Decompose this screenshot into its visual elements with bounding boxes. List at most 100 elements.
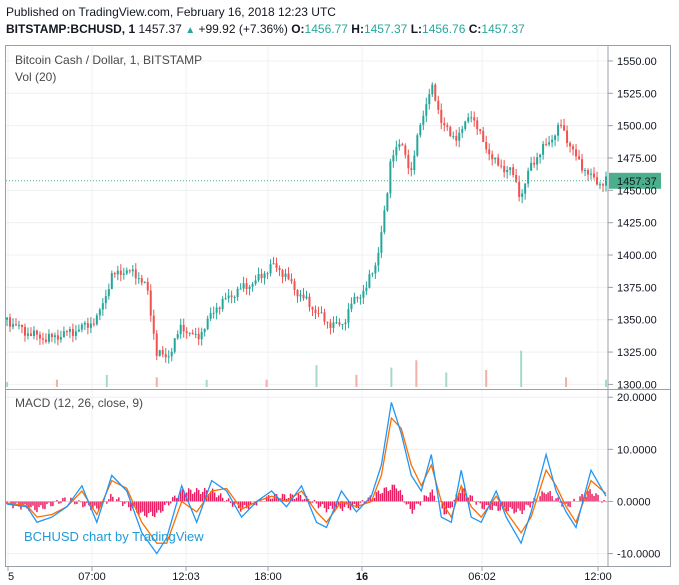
candle-body: [20, 324, 23, 327]
macd-histogram-bar: [531, 501, 533, 504]
macd-histogram-bar: [28, 501, 30, 511]
macd-histogram-bar: [317, 501, 320, 509]
macd-histogram-bar: [319, 501, 322, 507]
macd-histogram-bar: [271, 498, 274, 502]
candle-body: [383, 210, 386, 233]
published-line: Published on TradingView.com, February 1…: [6, 5, 336, 19]
macd-histogram-bar: [555, 498, 557, 502]
price-candles: [6, 82, 607, 364]
candle-body: [347, 309, 350, 323]
macd-histogram-bar: [595, 493, 597, 502]
macd-histogram-bar: [74, 501, 76, 505]
volume-legend: Vol (20): [15, 70, 56, 84]
macd-histogram-bar: [597, 494, 599, 502]
chart-canvas[interactable]: 1457.37 1550.00 1525.00 1500.00 1475.00 1450…: [0, 40, 679, 585]
candle-body: [260, 274, 263, 279]
candle-body: [152, 315, 155, 334]
macd-histogram-bar: [339, 501, 342, 509]
candle-body: [56, 335, 59, 340]
candle-body: [185, 331, 188, 333]
macd-tick-label: 10.0000: [617, 444, 657, 456]
price-pane-title: Bitcoin Cash / Dollar, 1, BITSTAMP: [15, 53, 202, 67]
candle-body: [203, 329, 206, 333]
macd-histogram-bar: [301, 499, 304, 502]
macd-histogram-bar: [539, 496, 541, 502]
candle-body: [122, 273, 125, 275]
macd-histogram-bar: [6, 501, 8, 505]
macd-histogram-bar: [559, 501, 561, 503]
macd-histogram-bar: [603, 499, 605, 502]
volume-bar: [315, 365, 318, 387]
close-value: 1457.37: [481, 22, 525, 36]
candle-body: [452, 136, 455, 138]
macd-histogram-bar: [201, 491, 204, 502]
candle-body: [449, 126, 452, 137]
macd-histogram-bar: [157, 501, 160, 511]
candle-body: [191, 332, 194, 335]
candle-body: [227, 295, 230, 299]
candle-body: [368, 274, 371, 288]
macd-histogram-bar: [567, 501, 569, 507]
candle-body: [197, 333, 200, 340]
macd-histogram-bar: [445, 501, 448, 515]
macd-histogram-bar: [40, 501, 42, 506]
macd-histogram-bar: [64, 497, 66, 502]
macd-histogram-bar: [34, 501, 36, 511]
macd-histogram-bar: [293, 498, 296, 502]
macd-histogram-bar: [585, 496, 587, 502]
macd-histogram-bar: [395, 488, 398, 502]
candle-body: [389, 161, 392, 194]
macd-histogram-bar: [285, 498, 288, 502]
volume-bar: [445, 372, 448, 387]
macd-histogram-bar: [223, 501, 226, 503]
macd-histogram-bar: [423, 495, 426, 502]
macd-histogram-bar: [44, 501, 46, 510]
candle-body: [179, 324, 182, 335]
candle-body: [83, 322, 86, 325]
macd-histogram-bar: [227, 498, 230, 502]
macd-histogram-bar: [167, 501, 170, 506]
price-tick-label: 1350.00: [617, 315, 657, 327]
macd-histogram-bar: [465, 494, 467, 502]
tradingview-watermark[interactable]: BCHUSD chart by TradingView: [24, 529, 204, 544]
macd-histogram-bar: [579, 496, 581, 502]
candle-body: [485, 141, 488, 150]
candle-body: [44, 339, 47, 342]
macd-histogram-bar: [387, 490, 390, 502]
candle-body: [8, 317, 11, 327]
candle-body: [290, 279, 293, 282]
candle-body: [29, 333, 32, 336]
volume-bar: [415, 360, 418, 387]
macd-histogram-bar: [106, 501, 108, 504]
macd-histogram-bar: [297, 493, 300, 502]
candle-body: [137, 278, 140, 280]
candle-body: [584, 170, 587, 172]
candle-body: [443, 122, 446, 126]
macd-histogram-bar: [493, 501, 495, 506]
candle-body: [239, 288, 242, 290]
macd-histogram-bar: [525, 501, 527, 505]
candle-body: [38, 334, 41, 339]
candle-body: [392, 155, 395, 162]
macd-histogram-bar: [569, 501, 571, 508]
candle-body: [242, 283, 245, 289]
macd-histogram-bar: [130, 501, 132, 511]
candle-body: [311, 306, 314, 310]
macd-histogram-bar: [183, 493, 186, 502]
macd-histogram-bar: [82, 501, 84, 508]
candle-body: [365, 287, 368, 291]
candle-body: [440, 109, 443, 123]
candle-body: [26, 333, 29, 336]
candle-body: [254, 280, 257, 284]
macd-histogram-bar: [589, 489, 591, 502]
macd-histogram-bar: [24, 501, 26, 505]
macd-histogram-bar: [175, 498, 178, 502]
macd-histogram-bar: [70, 497, 72, 502]
candle-body: [581, 159, 584, 171]
macd-histogram-bar: [507, 501, 509, 512]
candle-body: [104, 296, 107, 304]
macd-histogram-bar: [587, 491, 589, 502]
macd-histogram-bar: [60, 501, 62, 504]
macd-histogram-bar: [267, 495, 270, 502]
candle-body: [593, 173, 596, 178]
